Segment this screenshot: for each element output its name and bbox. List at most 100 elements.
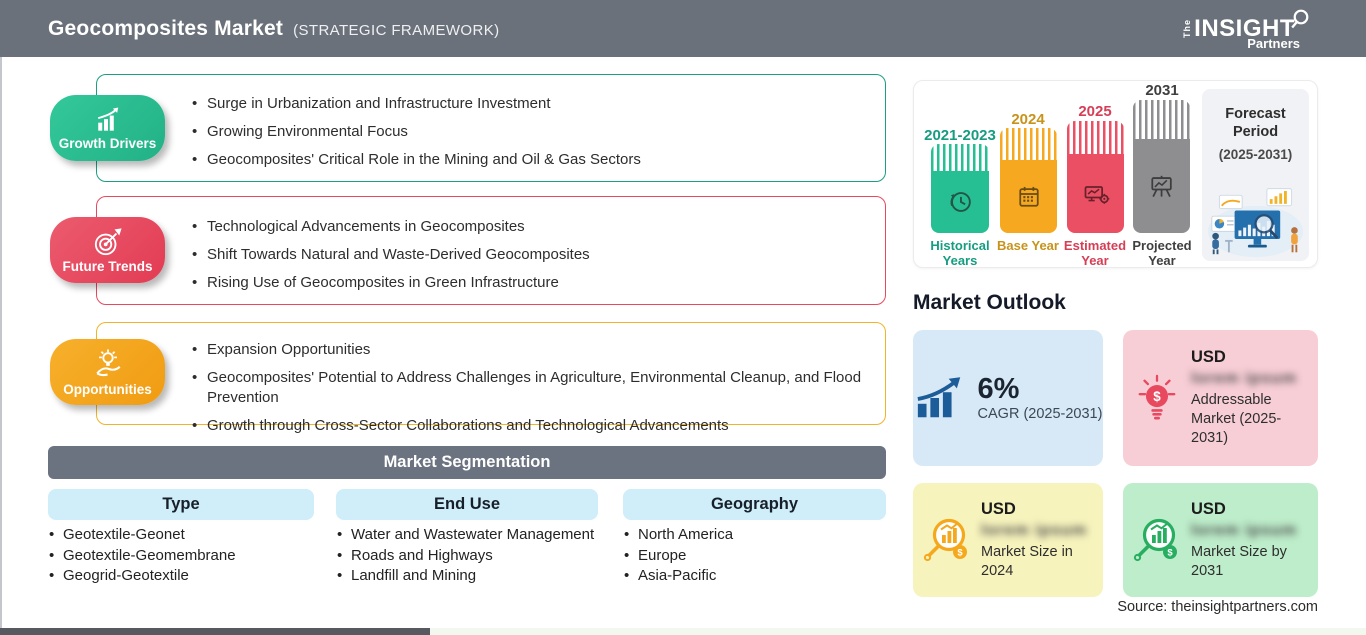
card-caption: Market Size by 2031 xyxy=(1191,543,1287,579)
magnifier-chart-dollar-icon: $ xyxy=(1133,518,1177,562)
type-list: Geotextile-Geonet Geotextile-Geomembrane… xyxy=(48,525,236,587)
logo-partners-text: Partners xyxy=(1247,36,1300,51)
left-edge-line xyxy=(0,57,2,628)
list-item: Geotextile-Geonet xyxy=(48,525,236,546)
presentation-chart-icon xyxy=(1150,175,1172,197)
bar-stripes xyxy=(1133,100,1190,139)
svg-text:$: $ xyxy=(1167,548,1173,559)
bulb-dollar-icon: $ xyxy=(1138,374,1176,420)
segment-column-type: Type xyxy=(48,489,314,520)
list-item: Europe xyxy=(623,546,733,567)
bar-stripes xyxy=(1067,121,1124,154)
timeline-year-label: 2031 xyxy=(1145,82,1179,99)
list-item: Asia-Pacific xyxy=(623,566,733,587)
market-size-2031-card: $ USD lorem ipsum Market Size by 2031 xyxy=(1123,483,1318,597)
forecast-range: (2025-2031) xyxy=(1218,147,1293,162)
growth-bars-arrow-icon xyxy=(917,377,960,418)
enduse-list: Water and Wastewater Management Roads an… xyxy=(336,525,594,587)
card-caption: Addressable Market (2025-2031) xyxy=(1191,392,1282,446)
timeline-year-label: 2024 xyxy=(1011,111,1045,128)
future-trends-badge: Future Trends xyxy=(50,217,165,283)
timeline-caption: Historical Years xyxy=(930,238,990,268)
addressable-market-card: $ USD lorem ipsum Addressable Market (20… xyxy=(1123,330,1318,466)
bar-body xyxy=(931,171,989,233)
growth-drivers-badge: Growth Drivers xyxy=(50,95,165,161)
list-item: Technological Advancements in Geocomposi… xyxy=(190,217,880,237)
bar-chart-rising-icon xyxy=(97,107,118,131)
column-header-label: Geography xyxy=(710,495,799,513)
market-outlook-title: Market Outlook xyxy=(913,291,1066,314)
timeline-caption: Base Year xyxy=(997,238,1059,253)
cagr-value: 6% xyxy=(977,373,1020,405)
list-item: Growing Environmental Focus xyxy=(190,122,880,142)
redacted-value: lorem ipsum xyxy=(1191,370,1298,387)
historical-years-bar xyxy=(931,144,989,233)
redacted-value: lorem ipsum xyxy=(1191,521,1298,539)
insight-partners-logo: The INSIGHT Partners xyxy=(1182,9,1310,51)
redacted-value: lorem ipsum xyxy=(981,521,1088,539)
cagr-caption: CAGR (2025-2031) xyxy=(977,406,1103,422)
bar-body xyxy=(1067,154,1124,233)
list-item: Rising Use of Geocomposites in Green Inf… xyxy=(190,273,880,293)
currency-label: USD xyxy=(1191,499,1226,518)
card-caption: Market Size in 2024 xyxy=(981,543,1073,579)
history-clock-icon xyxy=(950,192,971,212)
magnifier-icon xyxy=(1291,9,1309,29)
column-header-label: End Use xyxy=(433,495,501,513)
bottom-strip-dark xyxy=(0,628,430,635)
logo-insight-text: INSIGHT xyxy=(1194,15,1295,42)
market-size-2024-card: $ USD lorem ipsum Market Size in 2024 xyxy=(913,483,1103,597)
projected-year-bar xyxy=(1133,100,1190,233)
list-item: Roads and Highways xyxy=(336,546,594,567)
timeline-year-label: 2021-2023 xyxy=(924,127,996,144)
magnifier-chart-dollar-icon: $ xyxy=(923,518,967,562)
bar-body xyxy=(1133,139,1190,233)
timeline-year-label: 2025 xyxy=(1078,103,1112,120)
list-item: Geogrid-Geotextile xyxy=(48,566,236,587)
opportunities-label: Opportunities xyxy=(63,381,152,397)
list-item: Surge in Urbanization and Infrastructure… xyxy=(190,94,880,114)
header-bar: Geocomposites Market (STRATEGIC FRAMEWOR… xyxy=(0,0,1366,57)
column-header-label: Type xyxy=(162,495,200,513)
logo-the-text: The xyxy=(1182,18,1193,38)
timeline-caption: Projected Year xyxy=(1132,238,1192,268)
market-title: Geocomposites Market xyxy=(48,16,284,40)
segment-column-geography: Geography xyxy=(623,489,886,520)
list-item: Geotextile-Geomembrane xyxy=(48,546,236,567)
list-item: Landfill and Mining xyxy=(336,566,594,587)
calendar-icon xyxy=(1018,186,1039,207)
geography-list: North America Europe Asia-Pacific xyxy=(623,525,733,587)
list-item: Geocomposites' Potential to Address Chal… xyxy=(190,368,902,408)
list-item: North America xyxy=(623,525,733,546)
bar-stripes xyxy=(1000,128,1057,160)
growth-drivers-label: Growth Drivers xyxy=(58,135,157,151)
forecast-title: Forecast Period xyxy=(1225,106,1286,140)
svg-text:$: $ xyxy=(957,548,963,559)
base-year-bar xyxy=(1000,128,1057,233)
list-item: Expansion Opportunities xyxy=(190,340,902,360)
forecast-period-panel: Forecast Period (2025-2031) xyxy=(1202,89,1309,261)
segment-column-enduse: End Use xyxy=(336,489,598,520)
timeline-caption: Estimated Year xyxy=(1063,238,1127,268)
market-segmentation-header: Market Segmentation xyxy=(48,446,886,479)
growth-drivers-list: Surge in Urbanization and Infrastructure… xyxy=(190,94,880,170)
page-title: Geocomposites Market (STRATEGIC FRAMEWOR… xyxy=(48,17,500,41)
analysts-monitor-illustration xyxy=(1208,188,1303,258)
list-item: Geocomposites' Critical Role in the Mini… xyxy=(190,150,880,170)
source-attribution: Source: theinsightpartners.com xyxy=(1117,599,1318,615)
list-item: Water and Wastewater Management xyxy=(336,525,594,546)
future-trends-list: Technological Advancements in Geocomposi… xyxy=(190,217,880,293)
opportunities-badge: Opportunities xyxy=(50,339,165,405)
bar-body xyxy=(1000,160,1057,233)
currency-label: USD xyxy=(1191,348,1226,366)
estimated-year-bar xyxy=(1067,121,1124,233)
monitor-gear-icon xyxy=(1084,185,1109,204)
target-dart-icon xyxy=(94,227,122,255)
cagr-card: 6% CAGR (2025-2031) xyxy=(913,330,1103,466)
bottom-strip-light xyxy=(430,628,1366,635)
framework-subtitle: (STRATEGIC FRAMEWORK) xyxy=(293,21,500,39)
list-item: Shift Towards Natural and Waste-Derived … xyxy=(190,245,880,265)
bulb-in-hand-icon xyxy=(95,348,120,376)
bar-stripes xyxy=(931,144,989,171)
opportunities-list: Expansion Opportunities Geocomposites' P… xyxy=(190,340,902,436)
